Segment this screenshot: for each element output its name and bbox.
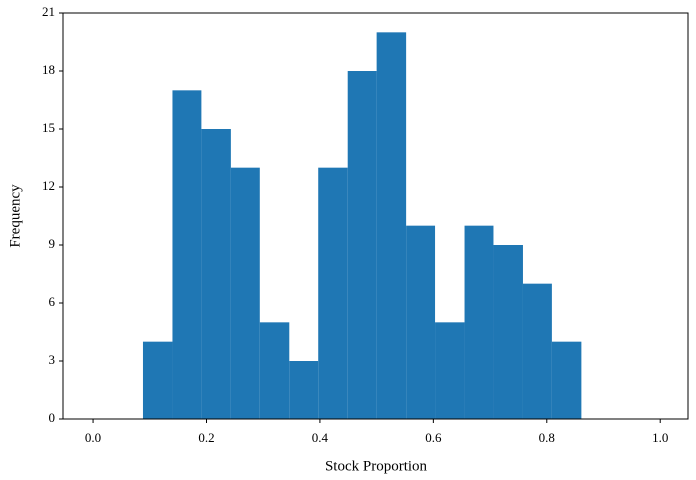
- bar: [347, 71, 377, 419]
- x-tick-label: 0.2: [198, 430, 214, 445]
- y-tick-label: 3: [49, 352, 56, 367]
- y-tick-label: 12: [42, 178, 55, 193]
- bar: [406, 225, 436, 419]
- x-tick-label: 0.8: [539, 430, 555, 445]
- x-tick-label: 1.0: [652, 430, 668, 445]
- y-axis-label: Frequency: [7, 184, 23, 248]
- bar: [230, 167, 260, 419]
- bar: [522, 283, 552, 419]
- x-tick-label: 0.0: [85, 430, 101, 445]
- bar: [289, 361, 319, 419]
- bar: [201, 129, 231, 419]
- y-tick-label: 9: [49, 236, 56, 251]
- y-tick-label: 15: [42, 120, 55, 135]
- y-tick-label: 6: [49, 294, 56, 309]
- bar: [464, 225, 494, 419]
- plot-frame: [62, 12, 689, 420]
- bar: [493, 245, 523, 419]
- bar: [435, 322, 465, 419]
- bar: [142, 341, 173, 419]
- y-tick-label: 21: [42, 4, 55, 19]
- x-tick-label: 0.4: [312, 430, 329, 445]
- y-tick-label: 0: [49, 410, 56, 425]
- bar: [551, 341, 582, 419]
- y-tick-label: 18: [42, 62, 55, 77]
- bar: [376, 32, 407, 419]
- x-axis-label: Stock Proportion: [325, 458, 428, 474]
- bar: [259, 322, 290, 419]
- bar: [318, 167, 348, 419]
- x-tick-label: 0.6: [425, 430, 442, 445]
- bar: [172, 90, 202, 419]
